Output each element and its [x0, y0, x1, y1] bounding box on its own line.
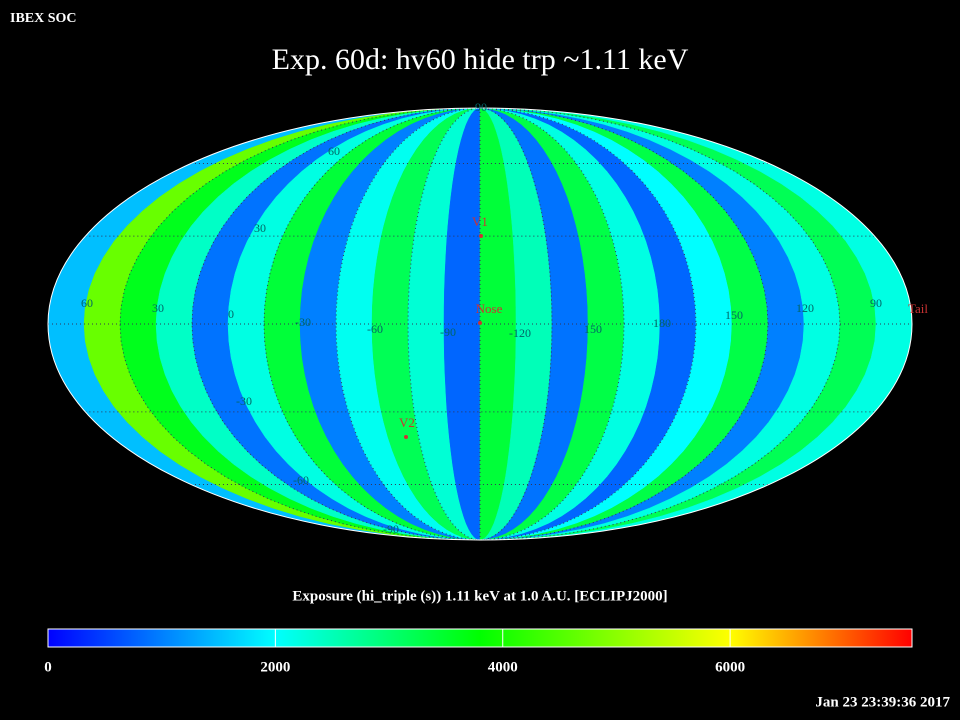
marker-dot	[404, 435, 408, 439]
longitude-label: 60	[81, 296, 93, 310]
marker-label: V2	[399, 415, 415, 430]
longitude-label: 150	[584, 322, 602, 336]
marker-label: Tail	[908, 301, 928, 316]
longitude-label: 120	[796, 301, 814, 315]
map-labels: 90 60 30 -30 -60 -90 60 30 0 -30 -60 -90 -120 150 180 1…	[81, 100, 928, 536]
colorbar-tick-label: 6000	[715, 659, 745, 675]
header-label: IBEX SOC	[10, 11, 77, 26]
colorbar: 0 2000 4000 6000	[44, 628, 913, 675]
colorbar-tick-label: 2000	[260, 659, 290, 675]
longitude-label: -30	[295, 315, 311, 329]
longitude-label: 90	[870, 296, 882, 310]
latitude-label: 60	[328, 144, 340, 158]
timestamp: Jan 23 23:39:36 2017	[815, 694, 950, 710]
longitude-label: 150	[725, 308, 743, 322]
colorbar-tick-label: 4000	[488, 659, 518, 675]
latitude-label: -30	[236, 394, 252, 408]
colorbar-gradient	[47, 628, 913, 648]
longitude-label: -60	[367, 322, 383, 336]
map-outline	[47, 107, 913, 541]
marker-label: V1	[472, 214, 488, 229]
marker-dot	[478, 321, 482, 325]
latitude-label: -60	[293, 473, 309, 487]
longitude-label: 0	[228, 307, 234, 321]
longitude-label: 180	[653, 316, 671, 330]
marker-dot	[479, 234, 483, 238]
longitude-label: 30	[152, 301, 164, 315]
latitude-label: -90	[383, 522, 399, 536]
latitude-label: 90	[475, 100, 487, 114]
marker-label: Nose	[476, 301, 503, 316]
title: Exp. 60d: hv60 hide trp ~1.11 keV	[272, 43, 689, 76]
colorbar-caption: Exposure (hi_triple (s)) 1.11 keV at 1.0…	[292, 588, 667, 604]
sky-map	[48, 108, 912, 540]
colorbar-tick-label: 0	[44, 659, 52, 675]
latitude-label: 30	[254, 221, 266, 235]
longitude-label: -120	[509, 326, 531, 340]
longitude-label: -90	[440, 325, 456, 339]
